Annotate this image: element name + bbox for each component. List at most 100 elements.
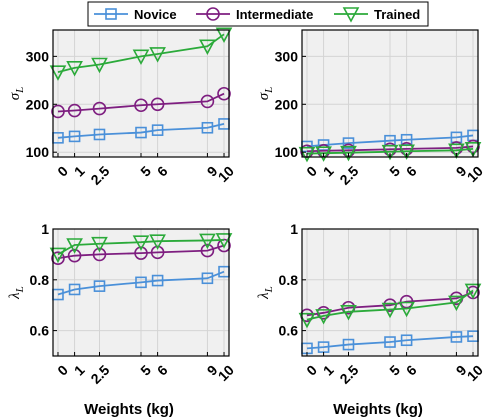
data-point-intermediate [200,243,215,258]
series-line-intermediate [57,92,225,113]
data-point-trained [340,145,357,162]
series-line-intermediate [306,145,474,153]
data-point-intermediate [67,103,82,118]
y-axis-label: λL [7,286,26,300]
data-point-trained [215,233,233,249]
legend-label-intermediate: Intermediate [236,7,313,22]
data-point-trained [66,61,83,77]
y-axis-label-symbol: λ [256,292,272,300]
data-point-intermediate [67,248,82,263]
data-point-trained [132,49,150,66]
x-tick-label: 6 [154,362,171,379]
x-tick-label: 10 [464,163,483,185]
data-point-intermediate [217,238,231,253]
data-point-trained [381,144,399,161]
data-point-trained [215,27,233,44]
data-point-trained [149,234,166,250]
data-point-trained [91,57,108,74]
legend: Novice Intermediate Trained [87,1,429,27]
y-tick-label: 200 [275,96,299,112]
data-point-trained [381,302,399,319]
x-axis-label: Weights (kg) [333,401,423,418]
data-point-trained [448,143,465,159]
y-tick-label: 1 [41,221,49,237]
y-axis-label: σL [256,87,275,101]
data-point-novice [135,126,147,139]
data-point-novice [93,128,106,141]
x-tick-label: 5 [137,163,154,180]
data-point-novice [68,283,81,296]
legend-marker-trained [342,7,360,23]
y-axis-label-subscript: L [263,87,275,94]
data-point-trained [199,39,216,55]
x-tick-label: 6 [403,163,420,180]
data-point-intermediate [217,86,231,101]
data-point-intermediate [92,101,107,116]
y-tick-label: 100 [26,144,50,160]
y-tick-label: 1 [290,221,298,237]
x-tick-label: 0 [54,362,71,379]
y-tick-label: 0.6 [30,323,50,339]
data-point-novice [151,274,164,287]
data-point-intermediate [51,251,65,266]
x-tick-label: 1 [320,362,337,379]
legend-label-novice: Novice [134,7,177,22]
data-point-novice [93,280,106,292]
data-point-intermediate [150,97,165,112]
y-axis-label-symbol: λ [7,292,23,300]
y-tick-label: 0.8 [279,272,299,288]
x-tick-label: 10 [215,163,237,185]
x-tick-label: 6 [154,163,171,180]
data-point-novice [450,331,463,343]
data-point-trained [199,233,216,250]
x-tick-label: 5 [137,362,154,379]
x-tick-label: 2.5 [336,163,361,188]
data-point-trained [315,309,332,325]
data-point-intermediate [134,246,148,260]
data-point-intermediate [200,94,215,109]
data-point-trained [315,146,332,162]
data-point-trained [464,142,482,158]
data-point-trained [298,312,316,329]
data-point-trained [448,295,465,312]
series-line-intermediate [306,291,474,317]
series-line-novice [57,123,225,139]
x-tick-label: 5 [386,163,403,180]
data-point-trained [66,238,83,254]
series-line-novice [57,270,225,296]
data-point-trained [398,144,415,160]
legend-label-trained: Trained [374,7,420,22]
y-axis-label: λL [256,286,275,300]
x-tick-label: 1 [71,163,88,180]
y-tick-label: 300 [275,48,299,64]
x-tick-label: 0 [54,163,71,180]
data-point-trained [49,65,67,81]
x-tick-label: 2.5 [87,362,112,387]
data-point-trained [91,236,108,253]
data-point-intermediate [92,247,107,262]
x-tick-label: 2.5 [336,362,361,387]
data-point-novice [201,121,214,134]
y-axis-label-symbol: σ [7,92,23,100]
data-point-intermediate [466,139,480,154]
data-point-trained [49,247,67,264]
x-tick-label: 10 [215,362,237,384]
y-tick-label: 200 [26,96,50,112]
data-point-novice [342,137,355,149]
x-tick-label: 5 [386,362,403,379]
series-line-trained [57,33,225,74]
y-tick-label: 300 [26,48,50,64]
y-axis-label: σL [7,87,26,101]
x-tick-label: 1 [320,163,337,180]
data-point-intermediate [51,104,65,119]
y-axis-label-subscript: L [14,286,26,293]
data-point-trained [340,305,357,321]
data-point-novice [201,272,214,285]
data-point-trained [149,47,166,63]
y-axis-label-subscript: L [263,286,275,293]
